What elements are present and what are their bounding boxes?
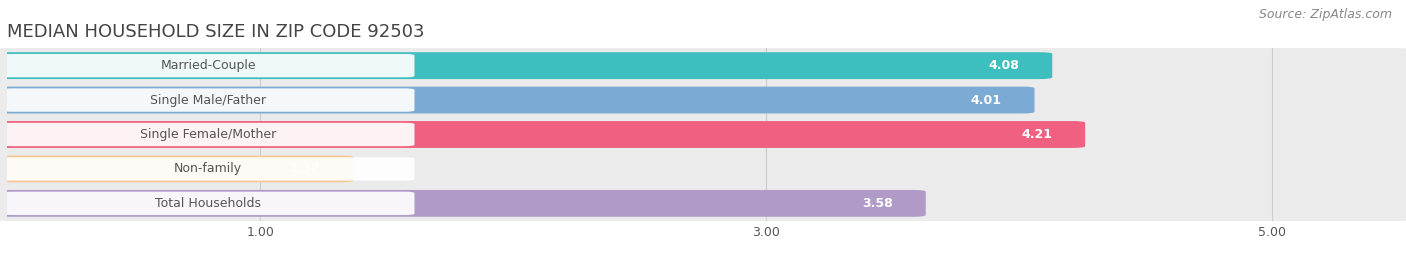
Text: Total Households: Total Households xyxy=(155,197,262,210)
Text: Single Female/Mother: Single Female/Mother xyxy=(141,128,277,141)
Text: Source: ZipAtlas.com: Source: ZipAtlas.com xyxy=(1258,8,1392,21)
FancyBboxPatch shape xyxy=(0,121,1085,148)
FancyBboxPatch shape xyxy=(0,190,925,217)
Text: 3.58: 3.58 xyxy=(862,197,893,210)
FancyBboxPatch shape xyxy=(0,52,1052,79)
FancyBboxPatch shape xyxy=(0,83,1406,118)
Text: MEDIAN HOUSEHOLD SIZE IN ZIP CODE 92503: MEDIAN HOUSEHOLD SIZE IN ZIP CODE 92503 xyxy=(7,23,425,41)
Text: Married-Couple: Married-Couple xyxy=(160,59,256,72)
Text: 4.21: 4.21 xyxy=(1021,128,1052,141)
Text: 1.32: 1.32 xyxy=(290,162,321,175)
FancyBboxPatch shape xyxy=(0,151,1406,186)
FancyBboxPatch shape xyxy=(0,87,1035,114)
Text: Non-family: Non-family xyxy=(174,162,242,175)
FancyBboxPatch shape xyxy=(1,157,415,180)
Text: Single Male/Father: Single Male/Father xyxy=(150,94,266,107)
Text: 4.08: 4.08 xyxy=(988,59,1019,72)
FancyBboxPatch shape xyxy=(1,192,415,215)
FancyBboxPatch shape xyxy=(0,155,354,182)
FancyBboxPatch shape xyxy=(0,117,1406,152)
FancyBboxPatch shape xyxy=(1,89,415,112)
FancyBboxPatch shape xyxy=(0,48,1406,83)
FancyBboxPatch shape xyxy=(1,54,415,77)
FancyBboxPatch shape xyxy=(1,123,415,146)
Text: 4.01: 4.01 xyxy=(970,94,1001,107)
FancyBboxPatch shape xyxy=(0,186,1406,221)
